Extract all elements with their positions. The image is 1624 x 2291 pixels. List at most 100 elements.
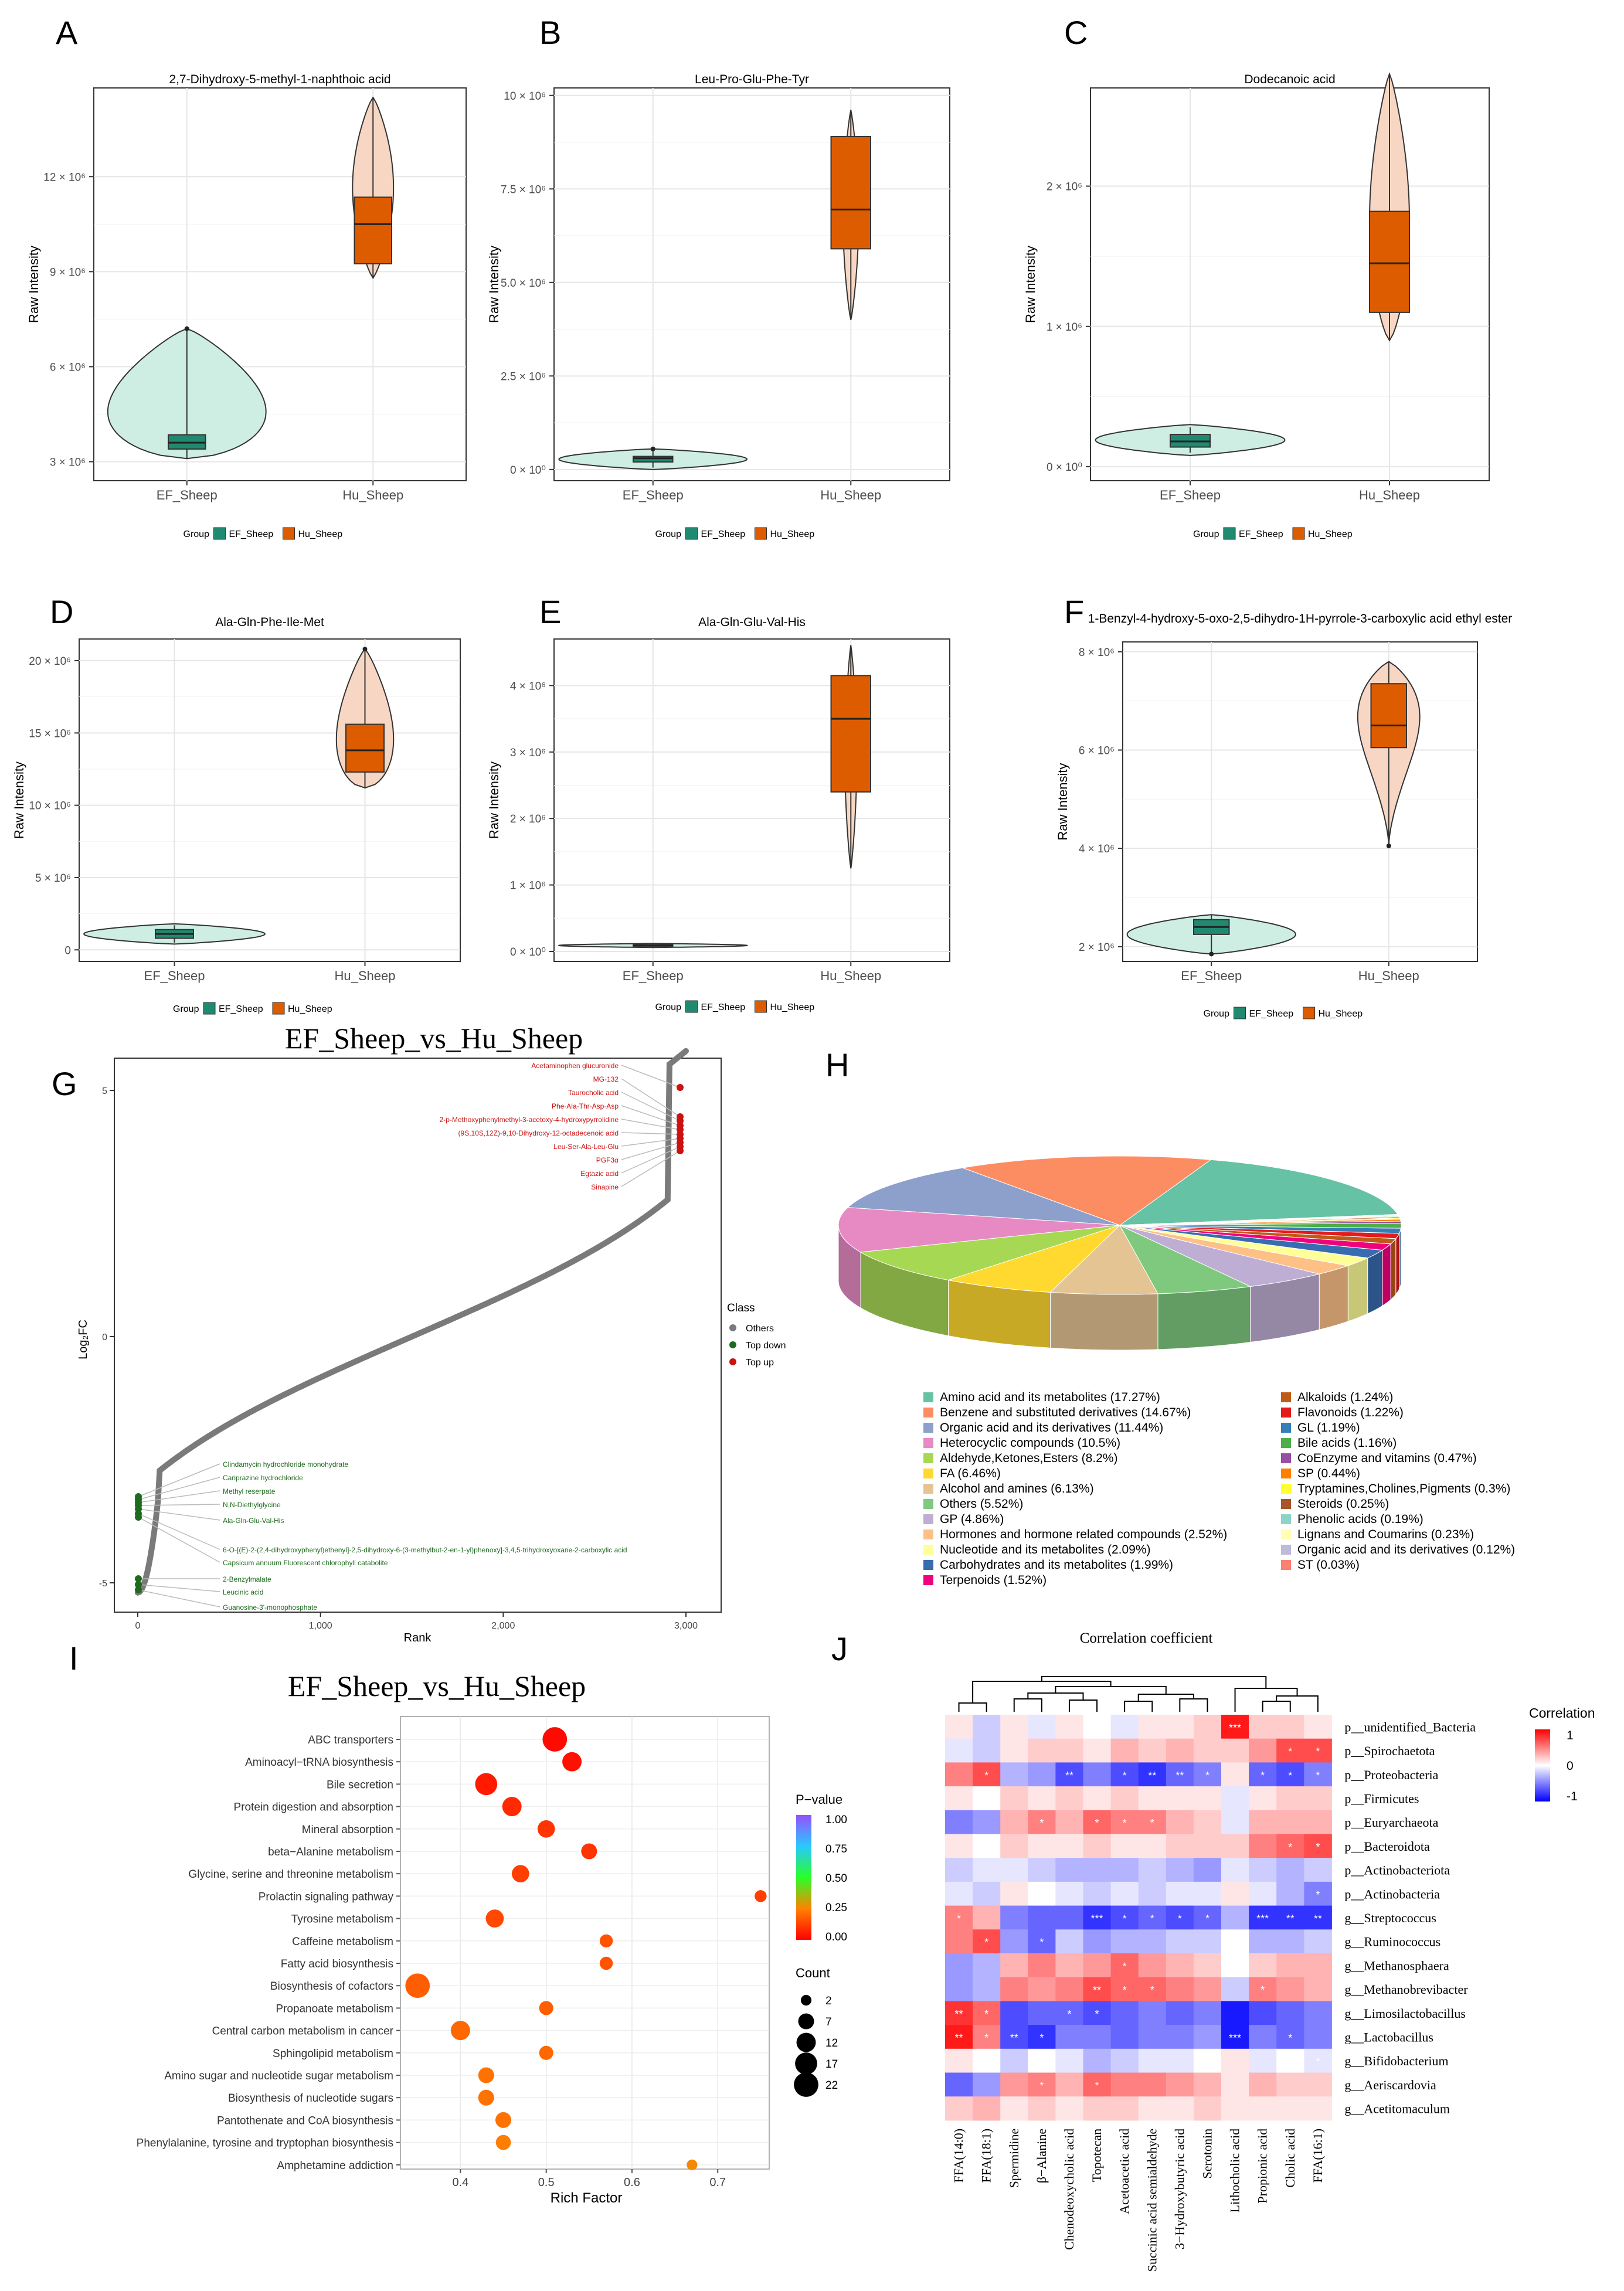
row-label: g__Aeriscardovia — [1344, 2078, 1436, 2092]
heatmap-cell — [1276, 1953, 1304, 1978]
colorbar-tick-label: 0.25 — [825, 1902, 847, 1914]
heatmap-cell — [1221, 2001, 1249, 2025]
top-up-label: 2-p-Methoxyphenylmethyl-3-acetoxy-4-hydr… — [440, 1116, 619, 1124]
row-label: g__Ruminococcus — [1344, 1935, 1440, 1949]
top-up-label: Taurocholic acid — [568, 1089, 619, 1097]
column-label: 3−Hydroxybutyric acid — [1172, 2129, 1187, 2249]
significance-mark: ** — [1148, 1770, 1156, 1782]
heatmap-cell — [1221, 1953, 1249, 1978]
heatmap-cell — [1110, 2048, 1139, 2073]
pathway-bubble — [542, 1727, 568, 1752]
heatmap-cell — [1138, 1881, 1167, 1906]
significance-mark: * — [984, 2032, 988, 2044]
heatmap-cell — [1304, 2025, 1332, 2049]
heatmap-cell — [1055, 1786, 1083, 1811]
heatmap-cell — [973, 1977, 1001, 2001]
pathway-bubble — [475, 1773, 498, 1796]
heatmap-cell — [1110, 1786, 1139, 1811]
panel-letter-d: D — [50, 593, 73, 630]
pathway-bubble — [478, 2089, 494, 2106]
y-tick-label: 4 × 10⁶ — [510, 680, 546, 692]
significance-mark: * — [1095, 2080, 1099, 2092]
heatmap-cell — [1138, 1786, 1167, 1811]
heatmap-cell — [1304, 1834, 1332, 1858]
heatmap-cell — [1055, 2072, 1083, 2097]
heatmap-cell — [1055, 1929, 1083, 1954]
heatmap-cell — [973, 1762, 1001, 1787]
significance-mark: * — [1039, 1937, 1044, 1949]
heatmap-cell — [1138, 1905, 1167, 1930]
heatmap-cell — [973, 1715, 1001, 1739]
significance-mark: ** — [955, 2032, 963, 2044]
heatmap-cell — [1055, 1834, 1083, 1858]
y-tick-label: 10 × 10⁶ — [29, 800, 71, 813]
others-curve — [135, 1048, 689, 1596]
panel-letter-f: F — [1064, 593, 1084, 630]
size-legend-key — [798, 2013, 814, 2030]
label-leader-line — [138, 1513, 220, 1550]
pie-legend-label: GP (4.86%) — [940, 1512, 1004, 1526]
y-axis-label: Raw Intensity — [1055, 763, 1070, 840]
heatmap-cell — [1083, 1738, 1112, 1763]
heatmap-cell — [1000, 1834, 1028, 1858]
top-up-label: Egtazic acid — [580, 1170, 619, 1178]
heatmap-cell — [1000, 2048, 1028, 2073]
legend-key-hu — [283, 527, 295, 540]
heatmap-cell — [1055, 1953, 1083, 1978]
heatmap-cell — [1304, 1810, 1332, 1834]
heatmap-cell — [945, 1834, 973, 1858]
top-up-label: MG-132 — [593, 1075, 619, 1083]
heatmap-cell — [1193, 1977, 1222, 2001]
label-leader-line — [621, 1146, 681, 1174]
heatmap-cell — [1221, 2072, 1249, 2097]
heatmap-cell — [1249, 1977, 1277, 2001]
pathway-bubble — [755, 1890, 767, 1902]
heatmap-cell — [1304, 2072, 1332, 2097]
pie-legend-label: Heterocyclic compounds (10.5%) — [940, 1436, 1120, 1450]
top-down-label: Leucinic acid — [223, 1588, 263, 1596]
pie-slice — [1119, 1224, 1252, 1294]
significance-mark: * — [984, 1937, 988, 1949]
pie-legend-key — [923, 1469, 933, 1478]
heatmap-cell — [1193, 1858, 1222, 1882]
top-down-label: Capsicum annuum Fluorescent chlorophyll … — [223, 1559, 388, 1567]
y-tick-label: 8 × 10⁶ — [1079, 647, 1115, 659]
heatmap-cell — [1028, 2025, 1056, 2049]
heatmap-cell — [1193, 1881, 1222, 1906]
heatmap-cell — [973, 2048, 1001, 2073]
legend-label: Others — [746, 1324, 774, 1334]
significance-mark: * — [1261, 1984, 1265, 1996]
heatmap-cell — [1055, 1905, 1083, 1930]
significance-mark: ** — [1314, 1913, 1322, 1925]
label-leader-line — [621, 1142, 681, 1160]
label-leader-line — [138, 1589, 220, 1607]
size-legend-label: 2 — [825, 1995, 832, 2007]
pie-legend-label: Alcohol and amines (6.13%) — [940, 1482, 1094, 1495]
heatmap-cell — [1221, 1858, 1249, 1882]
pie-legend-key — [923, 1408, 933, 1418]
heatmap-cell — [1110, 1953, 1139, 1978]
heatmap-cell — [1166, 1977, 1194, 2001]
legend-label-hu: Hu_Sheep — [770, 1002, 815, 1012]
heatmap-cell — [1028, 2048, 1056, 2073]
significance-mark: *** — [1256, 1913, 1269, 1925]
heatmap-cell — [1000, 1810, 1028, 1834]
legend-label: Top down — [746, 1341, 786, 1351]
pie-legend-key — [923, 1392, 933, 1402]
heatmap-cell — [1055, 1762, 1083, 1787]
heatmap-cell — [1083, 1881, 1112, 1906]
column-label: β−Alanine — [1034, 2129, 1049, 2183]
heatmap-cell — [1055, 2001, 1083, 2025]
heatmap-cell — [1083, 1929, 1112, 1954]
significance-mark: * — [1150, 1913, 1154, 1925]
heatmap-cell — [1028, 2072, 1056, 2097]
pie-legend-key — [923, 1560, 933, 1570]
significance-mark: * — [1316, 1746, 1320, 1758]
x-tick-label: 2,000 — [491, 1621, 515, 1631]
legend-key-hu — [1303, 1007, 1315, 1019]
y-axis-label: Log₂FC — [77, 1320, 90, 1359]
heatmap-cell — [945, 1953, 973, 1978]
panel-letter-g: G — [52, 1065, 77, 1102]
pathway-bubble — [581, 1843, 597, 1860]
significance-mark: * — [1288, 1746, 1292, 1758]
